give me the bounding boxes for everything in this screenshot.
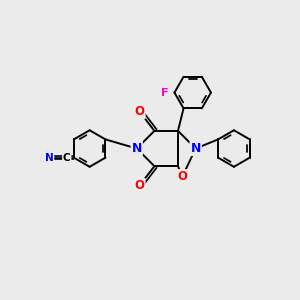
Text: N: N (132, 142, 142, 155)
Text: N: N (45, 153, 53, 163)
Text: O: O (135, 105, 145, 118)
Text: O: O (177, 170, 188, 183)
Text: C: C (63, 153, 70, 163)
Text: O: O (135, 179, 145, 192)
Text: F: F (160, 88, 168, 98)
Text: N: N (190, 142, 201, 155)
